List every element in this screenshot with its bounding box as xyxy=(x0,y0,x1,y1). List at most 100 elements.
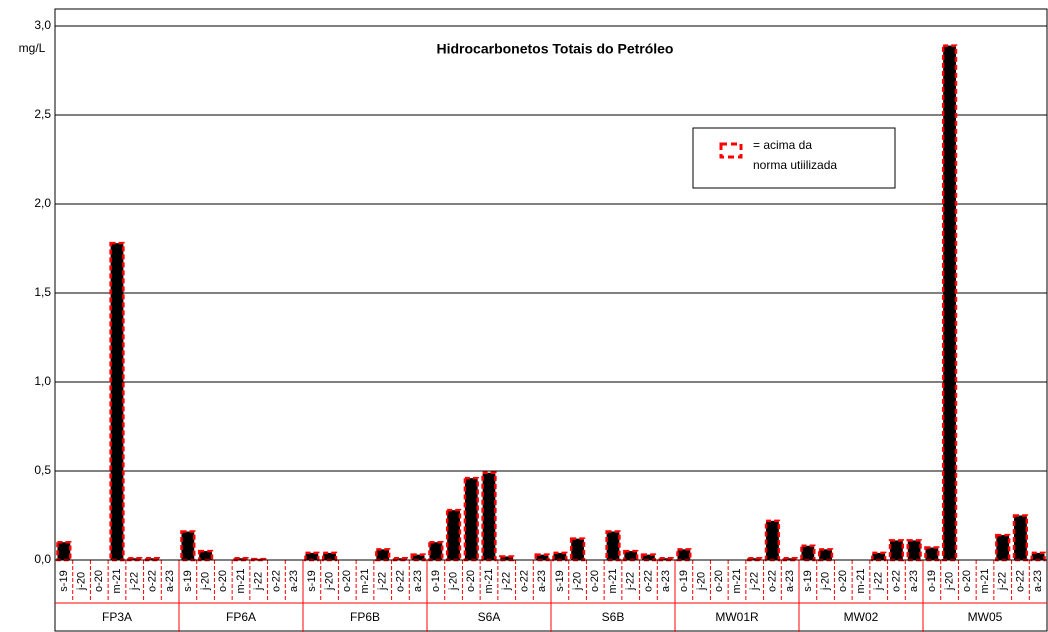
x-tick-label: a-23 xyxy=(536,570,548,592)
bar xyxy=(1012,514,1029,562)
x-tick-label: o-20 xyxy=(341,570,353,592)
bar xyxy=(428,540,444,562)
x-tick-label: j-20 xyxy=(819,572,831,591)
y-tick-label: 2,0 xyxy=(34,196,51,210)
x-tick-label: o-20 xyxy=(589,570,601,592)
x-tick-label: a-23 xyxy=(164,570,176,592)
group-label: MW01R xyxy=(715,610,759,624)
bar xyxy=(321,551,338,562)
bar xyxy=(445,508,462,562)
bar xyxy=(569,537,586,562)
x-tick-label: o-22 xyxy=(394,570,406,592)
x-tick-label: j-22 xyxy=(625,572,637,591)
y-axis-label: mg/L xyxy=(19,41,46,55)
x-tick-label: o-22 xyxy=(890,570,902,592)
x-tick-label: o-22 xyxy=(146,570,158,592)
x-tick-label: o-19 xyxy=(678,570,690,592)
bar xyxy=(906,539,922,562)
bar xyxy=(871,551,887,562)
bar xyxy=(410,553,426,562)
group-label: S6B xyxy=(602,610,625,624)
x-tick-label: a-23 xyxy=(412,570,424,592)
bar xyxy=(481,471,497,562)
x-tick-label: m-21 xyxy=(979,568,991,593)
x-tick-label: o-20 xyxy=(465,570,477,592)
bar xyxy=(552,551,568,562)
x-tick-label: m-21 xyxy=(111,568,123,593)
x-tick-label: o-20 xyxy=(93,570,105,592)
x-tick-label: m-21 xyxy=(855,568,867,593)
group-label: MW02 xyxy=(844,610,879,624)
bar xyxy=(1030,551,1046,562)
x-tick-label: s-19 xyxy=(182,570,194,591)
bar xyxy=(640,553,657,562)
bar xyxy=(605,530,621,562)
x-tick-label: j-22 xyxy=(253,572,265,591)
group-label: S6A xyxy=(478,610,501,624)
x-tick-label: s-19 xyxy=(58,570,70,591)
bar xyxy=(56,540,72,562)
x-tick-label: o-22 xyxy=(518,570,530,592)
legend-text: norma utiilizada xyxy=(753,158,837,172)
x-tick-label: m-21 xyxy=(731,568,743,593)
bar xyxy=(534,553,550,562)
y-tick-label: 2,5 xyxy=(34,107,51,121)
bar xyxy=(817,548,834,562)
x-tick-label: a-23 xyxy=(288,570,300,592)
x-tick-label: m-21 xyxy=(607,568,619,593)
bar xyxy=(623,549,639,562)
bar xyxy=(888,539,905,562)
bar xyxy=(197,549,214,562)
x-tick-label: a-23 xyxy=(1032,570,1044,592)
x-tick-label: m-21 xyxy=(359,568,371,593)
x-tick-label: o-20 xyxy=(961,570,973,592)
group-label: FP6A xyxy=(226,610,256,624)
x-tick-label: a-23 xyxy=(908,570,920,592)
x-tick-label: a-23 xyxy=(784,570,796,592)
x-tick-label: j-22 xyxy=(129,572,141,591)
x-tick-label: j-20 xyxy=(199,572,211,591)
x-tick-label: s-19 xyxy=(554,570,566,591)
x-tick-label: o-22 xyxy=(270,570,282,592)
x-tick-label: j-20 xyxy=(571,572,583,591)
x-tick-label: o-22 xyxy=(766,570,778,592)
legend-text: = acima da xyxy=(753,138,812,152)
group-label: MW05 xyxy=(968,610,1003,624)
x-tick-label: j-22 xyxy=(997,572,1009,591)
x-tick-label: j-20 xyxy=(75,572,87,591)
group-label: FP3A xyxy=(102,610,132,624)
group-label: FP6B xyxy=(350,610,380,624)
x-tick-label: s-19 xyxy=(306,570,318,591)
y-tick-label: 3,0 xyxy=(34,18,51,32)
x-tick-label: j-22 xyxy=(873,572,885,591)
x-tick-label: o-20 xyxy=(217,570,229,592)
chart-title: Hidrocarbonetos Totais do Petróleo xyxy=(437,41,674,57)
bar xyxy=(375,548,391,562)
bar xyxy=(304,551,320,562)
x-tick-label: a-23 xyxy=(660,570,672,592)
x-tick-label: j-22 xyxy=(501,572,513,591)
bar xyxy=(800,544,816,562)
legend-box xyxy=(692,127,896,189)
x-tick-label: m-21 xyxy=(483,568,495,593)
y-tick-label: 1,0 xyxy=(34,374,51,388)
bar xyxy=(924,546,940,562)
bar xyxy=(676,548,692,562)
legend-symbol xyxy=(719,142,743,159)
bar xyxy=(180,530,196,562)
x-tick-label: j-20 xyxy=(447,572,459,591)
x-tick-label: o-22 xyxy=(1014,570,1026,592)
x-tick-label: j-20 xyxy=(695,572,707,591)
x-tick-label: o-19 xyxy=(926,570,938,592)
bar xyxy=(941,44,958,562)
bar xyxy=(764,519,781,562)
x-tick-label: j-22 xyxy=(377,572,389,591)
x-tick-label: j-22 xyxy=(749,572,761,591)
x-tick-label: o-20 xyxy=(837,570,849,592)
y-tick-label: 0,0 xyxy=(34,552,51,566)
bar xyxy=(109,241,125,562)
x-tick-label: j-20 xyxy=(323,572,335,591)
x-tick-label: m-21 xyxy=(235,568,247,593)
y-tick-label: 0,5 xyxy=(34,463,51,477)
